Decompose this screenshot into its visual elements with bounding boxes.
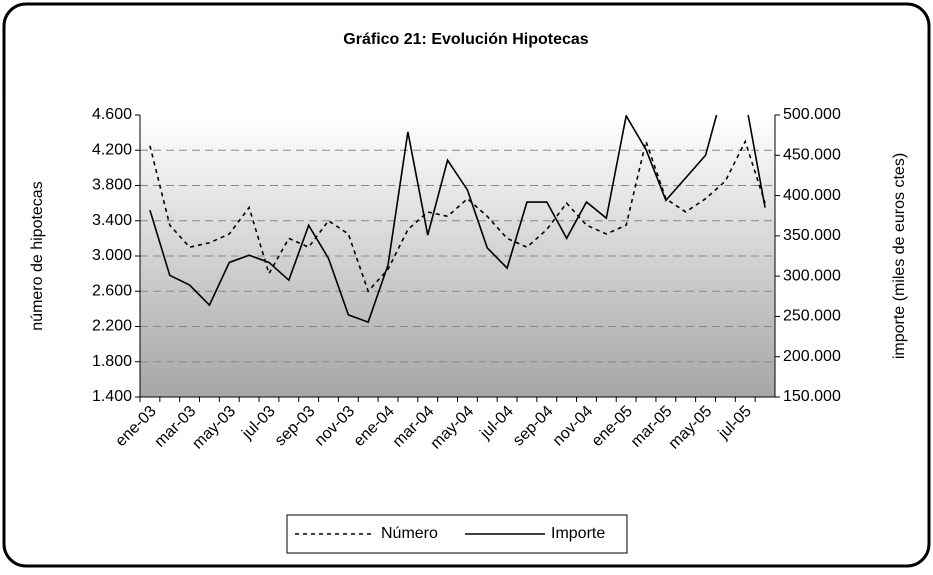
y2-tick-label: 500.000 [783, 106, 841, 123]
y2-tick-label: 200.000 [783, 348, 841, 365]
y2-axis-label: importe (miles de euros ctes) [891, 153, 908, 359]
y-tick-label: 3.800 [92, 177, 132, 194]
y-tick-label: 2.600 [92, 282, 132, 299]
y-tick-label: 3.400 [92, 212, 132, 229]
legend-label: Número [381, 525, 438, 542]
y-axis-label: número de hipotecas [29, 181, 46, 330]
y-tick-label: 4.600 [92, 106, 132, 123]
y2-tick-label: 400.000 [783, 187, 841, 204]
series-line [149, 138, 766, 293]
y-tick-label: 1.400 [92, 388, 132, 405]
y2-tick-label: 250.000 [783, 308, 841, 325]
y2-tick-label: 150.000 [783, 388, 841, 405]
series-line [149, 115, 766, 324]
y2-tick-label: 450.000 [783, 147, 841, 164]
y2-tick-label: 300.000 [783, 267, 841, 284]
y-tick-label: 3.000 [92, 247, 132, 264]
y-tick-label: 2.200 [92, 318, 132, 335]
legend-label: Importe [551, 525, 605, 542]
y-tick-label: 4.200 [92, 141, 132, 158]
y-tick-label: 1.800 [92, 353, 132, 370]
y2-tick-label: 350.000 [783, 227, 841, 244]
chart-title: Gráfico 21: Evolución Hipotecas [343, 31, 589, 48]
